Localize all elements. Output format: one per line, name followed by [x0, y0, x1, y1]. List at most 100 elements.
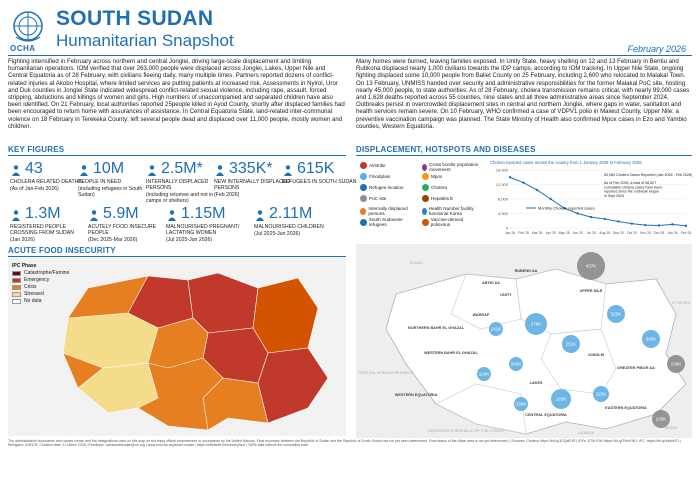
ipc-map	[8, 258, 346, 436]
chart-title: Cholera reported cases across the countr…	[490, 160, 642, 165]
map-legend-item: Refugee location	[360, 184, 420, 191]
map-legend-label: South Sudanese refugees	[368, 217, 403, 227]
map-region-label: WESTERN EQUATORIA	[395, 393, 438, 397]
ocha-label: OCHA	[10, 44, 36, 53]
key-figure-value: 615K	[282, 160, 364, 178]
chart-annotation-2: As of Feb 2026, a total of 98,527 cumulat…	[604, 181, 662, 198]
map-region-label: RUBENG AA	[515, 269, 538, 273]
key-figure-label: REFUGEES IN SOUTH SUDAN	[282, 179, 357, 185]
ipc-map-svg	[8, 258, 346, 436]
acute-food-divider	[8, 256, 346, 257]
chart-point	[535, 188, 539, 192]
chart-ytick-label: 16,000	[496, 168, 509, 173]
displacement-bubble	[525, 313, 547, 335]
map-legend-label: Vaccine-derived poliovirus	[430, 217, 464, 227]
key-figure: 10M PEOPLE IN NEED (including refugees in …	[78, 160, 160, 198]
map-legend-item: Cholera	[422, 184, 482, 191]
map-legend-item: Mpox	[422, 173, 482, 180]
footer-disclaimer: The administrative boundaries and names …	[8, 439, 681, 448]
map-legend-label: Mpox	[431, 174, 443, 179]
chart-xtick-label: Dec 25	[654, 231, 665, 235]
cholera-map-icon	[422, 184, 429, 191]
map-legend-label: Refugee location	[369, 185, 404, 190]
key-figures-title: KEY FIGURES	[8, 145, 65, 154]
ipc-legend-item: No data	[12, 298, 69, 304]
displacement-bubble-label: 241K	[491, 327, 502, 332]
polio-icon	[422, 218, 429, 226]
key-figure-label: PEOPLE IN NEED	[78, 179, 122, 185]
chart-point	[590, 215, 593, 219]
key-figure: 615K REFUGEES IN SOUTH SUDAN	[282, 160, 364, 185]
chart-xtick-label: Sep 25	[613, 231, 624, 235]
map-legend-label: Airstrike	[369, 163, 386, 168]
food-icon	[88, 208, 100, 221]
map-legend-item: Health Number facility functional Korea	[422, 206, 482, 216]
child-icon	[254, 208, 266, 221]
cholera-icon	[10, 163, 22, 176]
ipc-legend-label: Stressed	[24, 291, 44, 297]
woman-icon	[166, 208, 178, 221]
displacement-bubble	[577, 252, 605, 280]
map-region-label: KENYA	[665, 426, 678, 430]
key-figure-label: REGISTERED PEOPLE CROSSING FROM SUDAN	[10, 224, 74, 236]
map-legend-label: Health Number facility functional Korea	[428, 206, 474, 216]
chart-ytick-label: 8,000	[498, 197, 509, 202]
key-figure-value: 43	[10, 160, 92, 178]
flood-icon	[360, 173, 367, 180]
key-figure-label: INTERNALLY DISPLACED PERSONS	[146, 179, 209, 191]
map-region-label: ETHIOPIA	[672, 301, 690, 305]
key-figure-note: (including refugees in South Sudan)	[78, 186, 143, 198]
map-legend-label: Hepatitis E	[431, 196, 454, 201]
map-legend-item: Vaccine-derived poliovirus	[422, 217, 482, 227]
chart-ytick-label: 12,000	[496, 182, 509, 187]
displacement-bubble	[652, 410, 670, 428]
chart-xtick-label: Jun 25	[573, 231, 583, 235]
map-region-label: GREATER PIBOR AA	[617, 366, 655, 370]
cholera-chart-svg: Cholera reported cases across the countr…	[490, 160, 692, 235]
key-figure-label: NEW INTERNALLY DISPLACED PERSONS	[214, 179, 290, 191]
header: OCHA SOUTH SUDAN Humanitarian Snapshot F…	[0, 0, 700, 56]
map-legend-item: Hepatitis E	[422, 195, 482, 202]
ocha-logo-icon	[13, 11, 43, 42]
chart-xtick-label: Mar 25	[532, 231, 543, 235]
map-region-label: CENTRAL EQUATORIA	[525, 413, 567, 417]
key-figure-value: 2.5M*	[146, 160, 228, 178]
key-figure-value: 1.3M	[10, 205, 92, 223]
map-legend-label: Floodplain	[369, 174, 391, 179]
ipc-swatch	[12, 291, 21, 297]
key-figure: 43 CHOLERA RELATED DEATHS (As of Jan-Feb 2…	[10, 160, 92, 192]
ss-refugee-icon	[360, 218, 367, 226]
map-region-label: SUDAN	[409, 261, 423, 265]
map-region-label: UGANDA	[578, 431, 595, 435]
map-region-label: DEMOCRATIC REPUBLIC OF THE CONGO	[428, 429, 504, 433]
airstrike-icon	[360, 162, 367, 169]
refugee-location-icon	[360, 184, 367, 191]
map-legend-item: Floodplain	[360, 173, 420, 180]
chart-xtick-label: Jan 26	[505, 231, 515, 235]
displacement-bubble	[514, 397, 528, 411]
displacement-bubble-label: 226K	[656, 417, 667, 422]
chart-point	[549, 197, 552, 201]
ipc-legend-item: Catastrophe/Famine	[12, 270, 69, 276]
chart-point	[522, 181, 525, 184]
map-region-label: JONGLEI	[588, 353, 605, 357]
ipc-swatch	[12, 284, 21, 290]
page-title: SOUTH SUDAN	[56, 7, 214, 30]
map-legend-item: Airstrike	[360, 162, 420, 169]
header-divider	[8, 55, 692, 56]
key-figures-divider	[8, 155, 346, 156]
map-legend-label: Cholera	[431, 185, 448, 190]
key-figure: 5.9M ACUTELY FOOD INSECURE PEOPLE (Dec 202…	[88, 205, 170, 243]
displacement-bubble	[489, 322, 503, 336]
chart-xtick-label: Oct 25	[627, 231, 637, 235]
key-figure-value: 10M	[78, 160, 160, 178]
key-figure-label: MALNOURISHED CHILDREN	[254, 224, 324, 230]
displacement-title: DISPLACEMENT, HOTSPOTS AND DISEASES	[356, 145, 536, 154]
map-region-label: CENTRAL AFRICAN REPUBLIC	[358, 371, 413, 375]
chart-point	[630, 222, 634, 225]
key-figure-note: (Jan 2026)	[10, 237, 35, 243]
chart-point	[562, 206, 566, 210]
key-figure-note: (As of Jan-Feb 2026)	[10, 186, 59, 192]
key-figure-value: 1.15M	[166, 205, 248, 223]
intro-left: Fighting intensified in February across …	[8, 58, 345, 130]
